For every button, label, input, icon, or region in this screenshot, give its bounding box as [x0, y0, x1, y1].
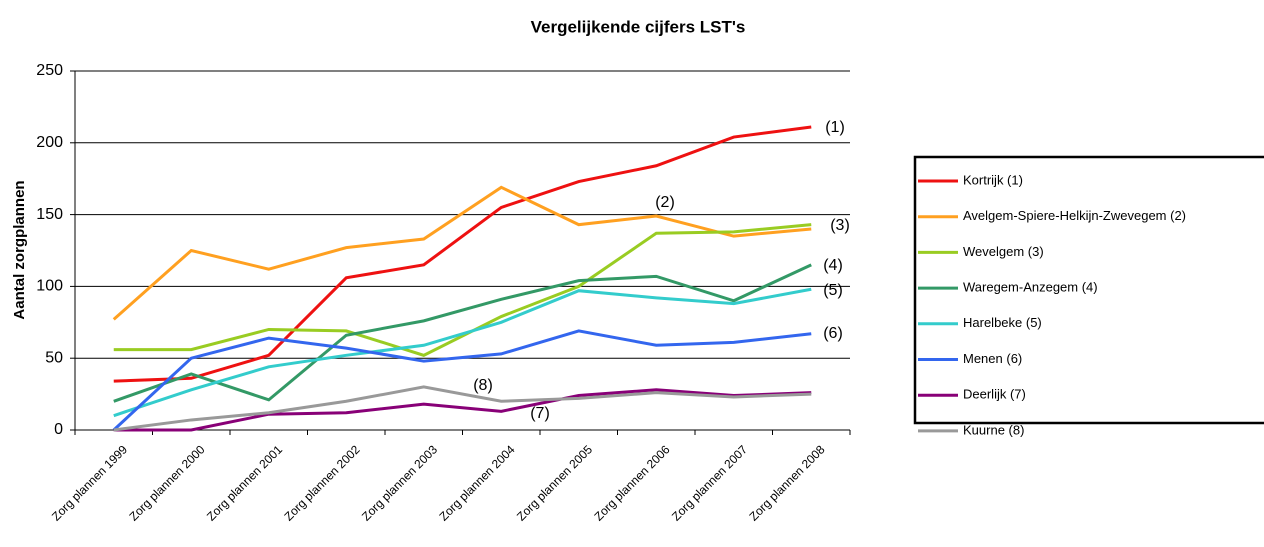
annotation: (6)	[823, 325, 843, 342]
x-tick-label: Zorg plannen 2008	[746, 442, 827, 523]
series-line	[113, 223, 812, 357]
x-tick-label: Zorg plannen 2003	[359, 442, 440, 523]
legend-label: Avelgem-Spiere-Helkijn-Zwevegem (2)	[963, 208, 1186, 223]
legend-label: Kortrijk (1)	[963, 172, 1023, 187]
x-tick-label: Zorg plannen 2000	[126, 442, 207, 523]
y-tick-label: 100	[36, 278, 63, 295]
x-tick-label: Zorg plannen 2004	[436, 442, 517, 523]
annotation: (7)	[530, 405, 550, 422]
series-line	[112, 185, 812, 321]
legend-box	[913, 155, 1264, 425]
annotation: (8)	[473, 377, 493, 394]
series-line	[113, 385, 812, 432]
legend-label: Waregem-Anzegem (4)	[963, 280, 1098, 295]
series-line	[113, 263, 812, 403]
x-tick-label: Zorg plannen 1999	[49, 442, 130, 523]
x-tick-label: Zorg plannen 2005	[514, 442, 595, 523]
legend-label: Harelbeke (5)	[963, 315, 1042, 330]
series-line	[113, 287, 812, 418]
x-tick-label: Zorg plannen 2007	[669, 442, 750, 523]
annotation: (4)	[823, 257, 843, 274]
legend-label: Deerlijk (7)	[963, 387, 1026, 402]
y-tick-label: 0	[54, 421, 63, 438]
x-tick-label: Zorg plannen 2001	[204, 442, 285, 523]
annotation: (3)	[830, 217, 850, 234]
y-tick-label: 50	[45, 349, 63, 366]
annotation: (5)	[823, 282, 843, 299]
y-tick-label: 250	[36, 62, 63, 79]
x-tick-label: Zorg plannen 2002	[281, 442, 362, 523]
annotation: (1)	[825, 119, 845, 136]
y-axis-label: Aantal zorgplannen	[11, 180, 28, 319]
y-tick-label: 150	[36, 206, 63, 223]
x-tick-label: Zorg plannen 2006	[591, 442, 672, 523]
series-line	[113, 125, 812, 383]
series-line	[113, 388, 812, 432]
legend-label: Wevelgem (3)	[963, 244, 1044, 259]
legend-label: Kuurne (8)	[963, 422, 1024, 437]
annotation: (2)	[655, 194, 675, 211]
legend-label: Menen (6)	[963, 351, 1022, 366]
chart-title: Vergelijkende cijfers LST's	[531, 17, 746, 36]
series-line	[112, 329, 812, 432]
y-tick-label: 200	[36, 134, 63, 151]
